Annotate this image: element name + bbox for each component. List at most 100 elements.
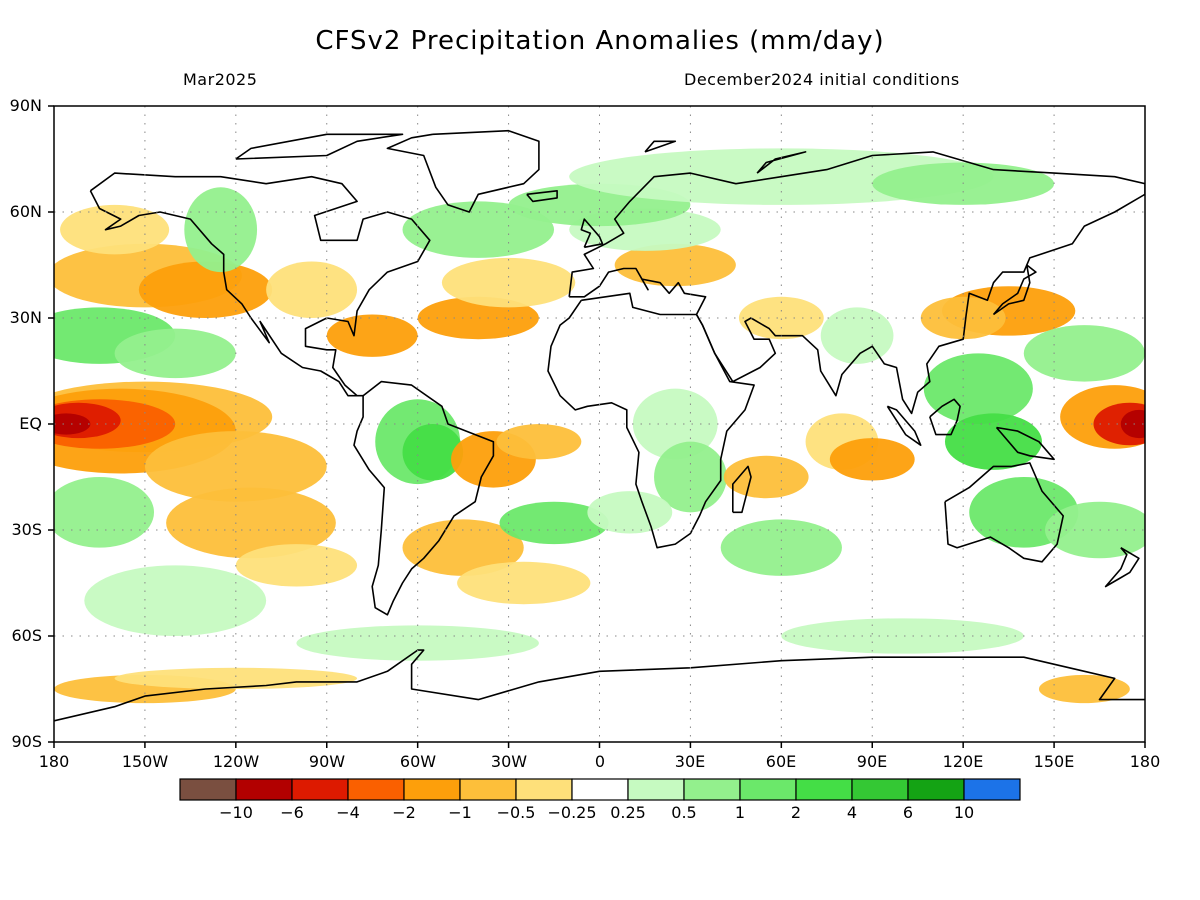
coastline <box>756 151 807 174</box>
anomaly-region <box>496 424 582 460</box>
anomaly-field <box>54 148 1145 704</box>
colorbar-label-9: 0.5 <box>671 803 697 822</box>
anomaly-region <box>144 431 327 502</box>
lat-tick-90n: 90N <box>9 96 42 115</box>
colorbar-label-7: −0.25 <box>547 803 597 822</box>
anomaly-region <box>296 625 539 661</box>
forecast-month: Mar2025 <box>183 70 258 89</box>
coastline <box>547 292 755 549</box>
anomaly-region <box>829 438 915 481</box>
colorbar <box>179 778 1021 801</box>
anomaly-region <box>820 307 894 364</box>
anomaly-region <box>1038 674 1130 704</box>
coastline <box>644 140 677 153</box>
lat-tick-30s: 30S <box>11 520 42 539</box>
lon-tick-30w: 30W <box>490 752 528 771</box>
colorbar-swatch <box>571 778 629 801</box>
anomaly-region <box>1023 325 1145 382</box>
anomaly-region <box>84 565 267 637</box>
anomaly-region <box>441 257 576 308</box>
anomaly-region <box>723 455 809 499</box>
map-title: CFSv2 Precipitation Anomalies (mm/day) <box>315 26 885 56</box>
anomaly-region <box>654 441 727 513</box>
lon-tick-150w: 150W <box>121 752 169 771</box>
coastline <box>568 151 1145 415</box>
lon-tick-60w: 60W <box>399 752 437 771</box>
colorbar-label-11: 2 <box>790 803 802 822</box>
initial-conditions: December2024 initial conditions <box>684 70 960 89</box>
anomaly-region <box>720 519 842 576</box>
coastline <box>386 129 540 213</box>
anomaly-region <box>54 477 154 548</box>
colorbar-label-10: 1 <box>734 803 746 822</box>
coastline <box>944 462 1064 563</box>
anomaly-region <box>138 261 273 318</box>
lat-tick-eq: EQ <box>19 414 42 433</box>
anomaly-region <box>1120 409 1145 439</box>
anomaly-region <box>614 243 736 287</box>
colorbar-swatch <box>347 778 405 801</box>
coastline <box>580 218 604 249</box>
coastline <box>89 172 431 397</box>
anomaly-region <box>114 667 358 690</box>
lon-tick-60e: 60E <box>765 752 797 771</box>
lon-tick-180e: 180 <box>1129 752 1161 771</box>
colorbar-swatch <box>851 778 909 801</box>
lon-tick-90e: 90E <box>856 752 888 771</box>
coastlines <box>54 129 1145 722</box>
coastline <box>995 426 1055 461</box>
colorbar-label-12: 4 <box>846 803 858 822</box>
coastline <box>732 465 752 514</box>
colorbar-swatch <box>179 778 237 801</box>
colorbar-label-14: 10 <box>953 803 975 822</box>
lon-tick-30e: 30E <box>674 752 706 771</box>
colorbar-swatch <box>627 778 685 801</box>
lon-tick-90w: 90W <box>308 752 346 771</box>
lon-tick-150e: 150E <box>1033 752 1075 771</box>
coastline <box>526 190 558 203</box>
colorbar-label-1: −10 <box>219 803 253 822</box>
coastline <box>992 264 1037 316</box>
colorbar-label-2: −6 <box>280 803 304 822</box>
colorbar-swatch <box>683 778 741 801</box>
coastline <box>235 133 404 160</box>
anomaly-region <box>587 491 673 534</box>
lat-tick-60s: 60S <box>11 626 42 645</box>
coastline <box>929 398 961 436</box>
anomaly-region <box>738 296 824 340</box>
colorbar-swatch <box>235 778 293 801</box>
anomaly-region <box>457 561 591 605</box>
coastline <box>54 649 1145 722</box>
lat-tick-90s: 90S <box>11 732 42 751</box>
anomaly-region <box>499 501 609 545</box>
colorbar-swatch <box>291 778 349 801</box>
lon-tick-0: 0 <box>594 752 606 771</box>
lat-tick-30n: 30N <box>9 308 42 327</box>
colorbar-label-6: −0.5 <box>496 803 536 822</box>
lon-tick-180w: 180 <box>38 752 70 771</box>
anomaly-region <box>417 296 539 340</box>
colorbar-label-8: 0.25 <box>610 803 646 822</box>
colorbar-swatch <box>795 778 853 801</box>
anomaly-region <box>781 618 1024 654</box>
lon-tick-120e: 120E <box>942 752 984 771</box>
colorbar-swatch <box>907 778 965 801</box>
anomaly-region <box>944 413 1042 470</box>
lon-tick-120w: 120W <box>212 752 260 771</box>
anomaly-region <box>402 519 524 576</box>
colorbar-swatch <box>403 778 461 801</box>
colorbar-label-5: −1 <box>448 803 472 822</box>
colorbar-label-3: −4 <box>336 803 360 822</box>
colorbar-label-4: −2 <box>392 803 416 822</box>
colorbar-swatch <box>515 778 573 801</box>
anomaly-region <box>166 487 336 559</box>
coastline <box>1104 547 1140 588</box>
anomaly-region <box>235 544 358 587</box>
anomaly-region <box>402 201 555 258</box>
anomaly-region <box>184 187 258 273</box>
lat-tick-60n: 60N <box>9 202 42 221</box>
anomaly-region <box>920 296 1006 340</box>
colorbar-label-13: 6 <box>902 803 914 822</box>
coastline <box>353 380 495 616</box>
axis-ticks <box>48 105 1146 748</box>
